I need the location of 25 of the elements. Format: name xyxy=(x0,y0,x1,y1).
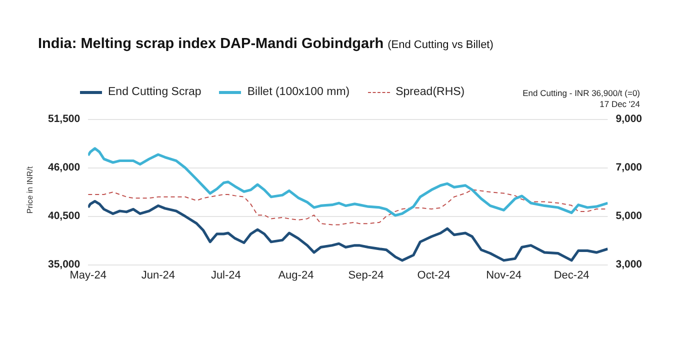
y2-tick-label: 9,000 xyxy=(616,113,642,126)
x-tick-label: Jul-24 xyxy=(210,269,241,282)
x-tick-label: Nov-24 xyxy=(486,269,522,282)
legend-label: Billet (100x100 mm) xyxy=(247,86,350,98)
x-tick-label: Aug-24 xyxy=(278,269,314,282)
legend-label: Spread(RHS) xyxy=(396,86,465,98)
x-tick-label: Jun-24 xyxy=(141,269,175,282)
y-tick-label: 40,500 xyxy=(48,210,80,222)
y-axis-title: Price in INR/t xyxy=(26,166,34,214)
y-tick-label: 35,000 xyxy=(48,258,80,271)
chart-subtitle: (End Cutting vs Billet) xyxy=(388,39,494,51)
y2-tick-label: 3,000 xyxy=(616,258,642,271)
x-tick-label: Sep-24 xyxy=(348,269,384,282)
y2-tick-label: 7,000 xyxy=(616,162,642,174)
chart-title: India: Melting scrap index DAP-Mandi Gobindgarh xyxy=(38,36,384,52)
y-tick-label: 51,500 xyxy=(48,113,80,126)
x-tick-label: Oct-24 xyxy=(417,269,450,282)
x-tick-label: May-24 xyxy=(70,269,106,282)
x-tick-label: Dec-24 xyxy=(554,269,590,282)
y2-tick-label: 5,000 xyxy=(616,210,642,222)
text: End Cutting - INR 36,900/t (=0) xyxy=(522,88,640,99)
y-tick-label: 46,000 xyxy=(48,162,80,174)
legend-label: End Cutting Scrap xyxy=(108,86,202,98)
line-series xyxy=(88,189,608,226)
text: 17 Dec '24 xyxy=(598,99,640,110)
